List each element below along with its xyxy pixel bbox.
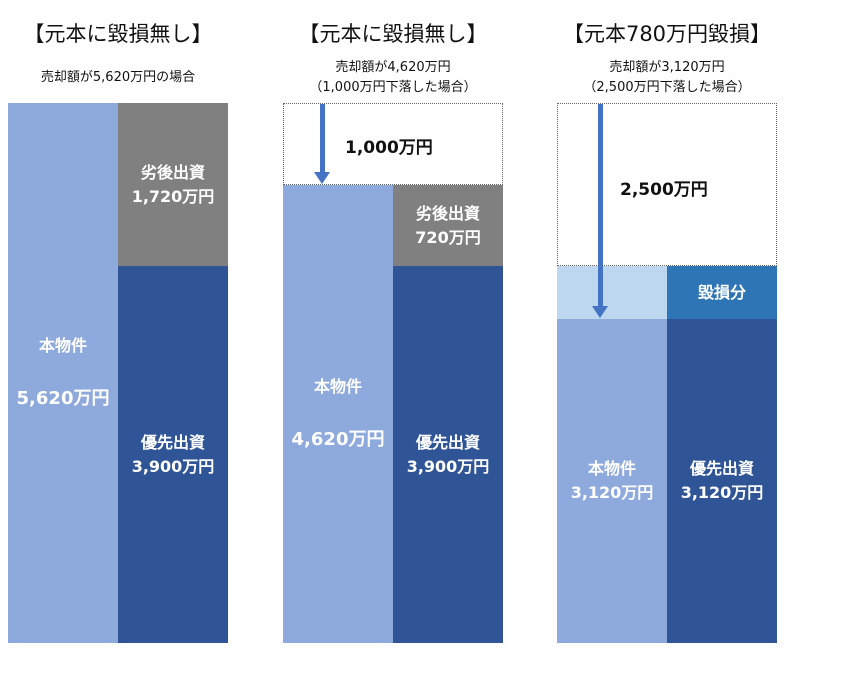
panel2-subordinate-label: 劣後出資: [415, 203, 480, 223]
panel2-property-label: 本物件: [313, 377, 362, 396]
panel1-senior-block: 優先出資 3,900万円: [118, 266, 228, 643]
panel3-lost-property-block: [557, 266, 667, 319]
panel2-title: 【元本に毀損無し】: [298, 22, 488, 46]
panel1-title: 【元本に毀損無し】: [23, 22, 213, 46]
panel3-title: 【元本780万円毀損】: [562, 22, 772, 46]
panel1-property-value: 5,620万円: [16, 388, 110, 409]
panel3-senior-block: 優先出資 3,120万円: [667, 319, 777, 643]
panel3-property-value: 3,120万円: [570, 483, 654, 502]
panel1-subtitle: 売却額が5,620万円の場合: [40, 70, 196, 85]
panel2-senior-block: 優先出資 3,900万円: [393, 266, 503, 643]
panel1-subordinate-value: 1,720万円: [131, 186, 215, 206]
panel1-property-block: 本物件 5,620万円: [8, 103, 118, 643]
panel3-property-label: 本物件: [587, 459, 636, 478]
panel2-down-arrow-icon: [314, 172, 330, 184]
panel2-drop-label: 1,000万円: [345, 138, 433, 158]
panel2-senior-value: 3,900万円: [406, 456, 490, 476]
panel2-subtitle-line2: （1,000万円下落した場合）: [309, 80, 477, 95]
panel3-loss-label: 毀損分: [697, 282, 746, 302]
panel1-property-label: 本物件: [38, 336, 87, 355]
panel2-senior-label: 優先出資: [415, 432, 480, 452]
panel2-down-arrow-shaft: [320, 104, 325, 174]
panel3-down-arrow-shaft: [598, 104, 603, 308]
panel3-property-block: 本物件 3,120万円: [557, 319, 667, 643]
panel2-drop-area: [283, 103, 503, 185]
panel3-senior-label: 優先出資: [689, 459, 754, 478]
panel1-subordinate-label: 劣後出資: [140, 162, 205, 182]
panel2-subordinate-value: 720万円: [415, 227, 481, 247]
panel3-down-arrow-icon: [592, 306, 608, 318]
panel1-senior-label: 優先出資: [140, 432, 205, 452]
panel2-property-block: 本物件 4,620万円: [283, 185, 393, 643]
panel2-subordinate-block: 劣後出資 720万円: [393, 185, 503, 266]
panel1-senior-value: 3,900万円: [131, 456, 215, 476]
panel3-drop-label: 2,500万円: [620, 180, 708, 200]
panel2-property-value: 4,620万円: [291, 429, 385, 450]
panel3-senior-value: 3,120万円: [680, 483, 764, 502]
panel1-subordinate-block: 劣後出資 1,720万円: [118, 103, 228, 266]
panel3-loss-block: 毀損分: [667, 266, 777, 319]
panel3-drop-area: [557, 103, 777, 266]
panel2-subtitle-line1: 売却額が4,620万円: [335, 60, 451, 75]
panel3-subtitle-line1: 売却額が3,120万円: [609, 60, 725, 75]
panel3-subtitle-line2: （2,500万円下落した場合）: [583, 80, 751, 95]
